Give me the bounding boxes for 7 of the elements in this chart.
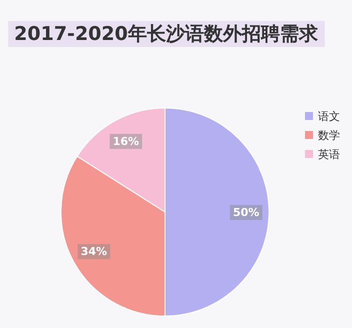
legend-label: 数学 xyxy=(318,129,340,142)
data-label: 50% xyxy=(232,206,260,219)
legend-label: 语文 xyxy=(318,110,340,123)
data-label: 16% xyxy=(112,134,140,148)
chart-title: 2017-2020年长沙语数外招聘需求 xyxy=(14,23,319,45)
data-label: 34% xyxy=(80,245,108,258)
legend-label: 英语 xyxy=(318,148,340,161)
